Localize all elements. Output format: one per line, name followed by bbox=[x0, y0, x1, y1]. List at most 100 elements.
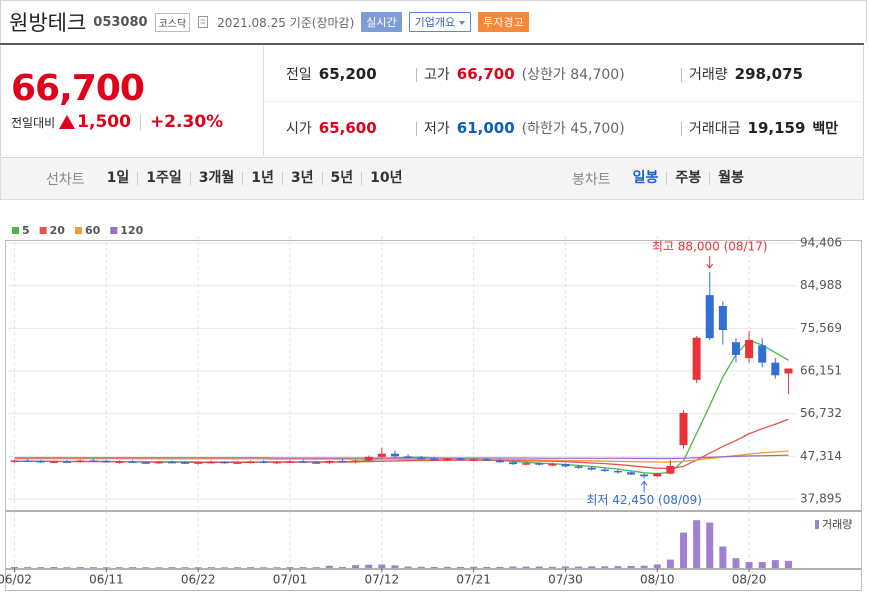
candle-body bbox=[404, 456, 413, 458]
tab[interactable]: 3개월 bbox=[189, 171, 243, 185]
high-arrow bbox=[706, 256, 714, 269]
volume-bar bbox=[706, 522, 714, 568]
chart-frame bbox=[5, 240, 862, 591]
divider bbox=[264, 101, 864, 102]
volume-bar bbox=[457, 566, 465, 568]
stat-label: 전일 bbox=[286, 67, 312, 83]
candle-body bbox=[482, 459, 491, 461]
warning-badge[interactable]: 투자경고 bbox=[478, 12, 529, 32]
volume-bar bbox=[745, 562, 753, 568]
stat: 거래량 298,075 bbox=[689, 64, 803, 84]
tab[interactable]: 1일 bbox=[106, 170, 130, 186]
x-tick-label: 07/30 bbox=[548, 573, 583, 587]
volume-bar bbox=[575, 566, 583, 568]
candle-body bbox=[154, 461, 163, 464]
tab[interactable]: 1주일 bbox=[137, 171, 190, 185]
stat-label: 고가 bbox=[424, 67, 450, 83]
tab[interactable]: 주봉 bbox=[666, 171, 709, 185]
base-date: 2021.08.25 기준(장마감) bbox=[217, 15, 355, 30]
candle-body bbox=[272, 461, 281, 464]
tab[interactable]: 3년 bbox=[281, 171, 322, 185]
y-tick-label: 75,569 bbox=[800, 321, 842, 335]
volume-bar bbox=[260, 567, 268, 568]
header: 원방테크 053080 코스닥 2021.08.25 기준(장마감) 실시간 기… bbox=[0, 0, 867, 43]
volume-bar bbox=[417, 566, 425, 568]
candle-body bbox=[167, 461, 176, 464]
realtime-button[interactable]: 실시간 bbox=[361, 12, 402, 32]
volume-bar bbox=[207, 567, 215, 568]
candle-body bbox=[23, 460, 32, 462]
candle-body bbox=[36, 460, 45, 463]
x-tick-label: 08/10 bbox=[640, 573, 675, 587]
volume-bar bbox=[37, 567, 45, 568]
volume-bar bbox=[483, 566, 491, 568]
candle-body bbox=[312, 462, 321, 464]
volume-bar bbox=[640, 565, 648, 568]
volume-bar bbox=[771, 560, 779, 568]
candle-body bbox=[259, 461, 268, 463]
candle-body bbox=[10, 460, 19, 462]
ma-line bbox=[14, 454, 789, 460]
candle-body bbox=[745, 339, 754, 359]
candle-body bbox=[548, 464, 557, 466]
stat-value: 298,075 bbox=[734, 65, 803, 83]
quote-panel: 66,700 전일대비 1,500 +2.30% 전일 65,200 고가 66,70… bbox=[0, 46, 864, 156]
candle-body bbox=[731, 342, 740, 355]
column-separator bbox=[681, 68, 682, 82]
candle-body bbox=[771, 362, 780, 376]
tab[interactable]: 5년 bbox=[321, 171, 362, 185]
candle-body bbox=[469, 459, 478, 461]
volume-bar bbox=[115, 567, 123, 568]
legend-swatch bbox=[74, 227, 82, 234]
stat-label: 시가 bbox=[286, 121, 312, 137]
volume-bar bbox=[430, 566, 438, 568]
volume-bar bbox=[470, 566, 478, 568]
y-tick-label: 56,732 bbox=[800, 406, 842, 420]
candle-body bbox=[508, 462, 517, 465]
x-tick-label: 07/21 bbox=[456, 573, 491, 587]
stat-label: 거래대금 bbox=[689, 121, 741, 137]
high-annotation: 최고 88,000 (08/17) bbox=[652, 240, 768, 254]
candle-body bbox=[102, 460, 111, 463]
volume-bar bbox=[129, 567, 137, 568]
volume-bar bbox=[352, 565, 360, 568]
candle-body bbox=[627, 472, 636, 475]
low-annotation: 최저 42,450 (08/09) bbox=[586, 493, 702, 507]
column-separator bbox=[416, 122, 417, 136]
separator bbox=[139, 114, 141, 130]
divider bbox=[263, 46, 264, 156]
candle-body bbox=[784, 368, 793, 374]
candle-body bbox=[286, 461, 295, 463]
volume-bar bbox=[338, 567, 346, 568]
tab[interactable]: 10년 bbox=[361, 171, 410, 185]
legend-label: 60 bbox=[85, 224, 101, 237]
tab[interactable]: 월봉 bbox=[709, 171, 752, 185]
tab[interactable]: 일봉 bbox=[632, 170, 659, 186]
stat: 전일 65,200 bbox=[286, 64, 377, 84]
candle-body bbox=[692, 337, 701, 380]
candle-body bbox=[115, 461, 124, 463]
stat: 시가 65,600 bbox=[286, 118, 377, 138]
volume-bar bbox=[614, 566, 622, 568]
company-info-button[interactable]: 기업개요 bbox=[408, 12, 472, 32]
candle-body bbox=[443, 458, 452, 461]
y-tick-label: 84,988 bbox=[800, 278, 842, 292]
volume-bar bbox=[666, 559, 674, 568]
volume-bar bbox=[784, 560, 792, 568]
candle-body bbox=[679, 412, 688, 446]
candle-body bbox=[522, 463, 531, 465]
low-arrow bbox=[640, 480, 648, 493]
candle-body bbox=[325, 460, 334, 463]
candle-body bbox=[128, 461, 137, 463]
stat-value: 61,000 bbox=[456, 119, 515, 137]
candle-body bbox=[377, 453, 386, 457]
x-tick-label: 06/02 bbox=[0, 573, 32, 587]
stat-value: 65,600 bbox=[318, 119, 377, 137]
volume-bar bbox=[601, 566, 609, 568]
volume-bar bbox=[758, 562, 766, 568]
candle-body bbox=[718, 306, 727, 331]
change-label: 전일대비 bbox=[11, 115, 56, 130]
tab[interactable]: 1년 bbox=[242, 171, 282, 185]
candle-body bbox=[495, 460, 504, 463]
x-tick-label: 06/11 bbox=[89, 573, 124, 587]
